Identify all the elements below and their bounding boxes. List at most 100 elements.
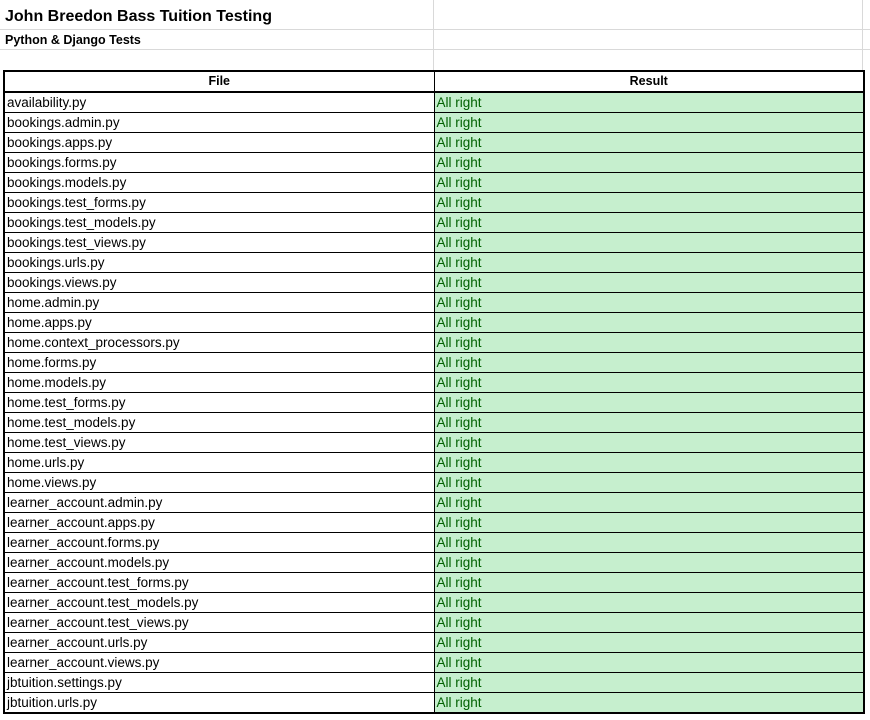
file-column-header[interactable]: File (4, 71, 435, 93)
result-cell[interactable]: All right (434, 92, 864, 113)
file-cell[interactable]: home.urls.py (4, 452, 435, 473)
result-cell[interactable]: All right (434, 192, 864, 213)
result-cell[interactable]: All right (434, 352, 864, 373)
table-row: learner_account.views.py All right (4, 652, 864, 673)
table-row: availability.py All right (4, 92, 864, 113)
file-cell[interactable]: learner_account.apps.py (4, 512, 435, 533)
result-cell[interactable]: All right (434, 612, 864, 633)
file-cell[interactable]: home.admin.py (4, 292, 435, 313)
result-cell[interactable]: All right (434, 252, 864, 273)
gridline (434, 0, 863, 70)
result-cell[interactable]: All right (434, 172, 864, 193)
file-cell[interactable]: jbtuition.urls.py (4, 692, 435, 713)
file-cell[interactable]: learner_account.views.py (4, 652, 435, 673)
sheet-subtitle[interactable]: Python & Django Tests (5, 33, 141, 47)
result-cell[interactable]: All right (434, 412, 864, 433)
file-cell[interactable]: home.test_views.py (4, 432, 435, 453)
gridline (0, 0, 434, 70)
result-cell[interactable]: All right (434, 312, 864, 333)
result-cell[interactable]: All right (434, 292, 864, 313)
result-cell[interactable]: All right (434, 672, 864, 693)
file-cell[interactable]: bookings.models.py (4, 172, 435, 193)
table-row: home.context_processors.py All right (4, 332, 864, 353)
table-row: bookings.test_views.py All right (4, 232, 864, 253)
table-row: home.views.py All right (4, 472, 864, 493)
gridline (0, 30, 870, 50)
file-cell[interactable]: bookings.admin.py (4, 112, 435, 133)
table-row: bookings.test_models.py All right (4, 212, 864, 233)
file-cell[interactable]: home.models.py (4, 372, 435, 393)
table-row: home.admin.py All right (4, 292, 864, 313)
result-cell[interactable]: All right (434, 452, 864, 473)
table-row: learner_account.forms.py All right (4, 532, 864, 553)
result-cell[interactable]: All right (434, 492, 864, 513)
file-cell[interactable]: learner_account.admin.py (4, 492, 435, 513)
table-row: bookings.urls.py All right (4, 252, 864, 273)
result-cell[interactable]: All right (434, 572, 864, 593)
header-row: File Result (4, 71, 864, 93)
file-cell[interactable]: home.forms.py (4, 352, 435, 373)
file-cell[interactable]: bookings.views.py (4, 272, 435, 293)
result-cell[interactable]: All right (434, 692, 864, 713)
file-cell[interactable]: bookings.urls.py (4, 252, 435, 273)
result-column-header[interactable]: Result (434, 71, 864, 93)
result-cell[interactable]: All right (434, 112, 864, 133)
result-cell[interactable]: All right (434, 372, 864, 393)
result-cell[interactable]: All right (434, 392, 864, 413)
file-cell[interactable]: learner_account.test_forms.py (4, 572, 435, 593)
table-row: bookings.forms.py All right (4, 152, 864, 173)
result-cell[interactable]: All right (434, 592, 864, 613)
table-row: home.test_views.py All right (4, 432, 864, 453)
table-row: home.test_models.py All right (4, 412, 864, 433)
file-cell[interactable]: bookings.test_models.py (4, 212, 435, 233)
file-cell[interactable]: availability.py (4, 92, 435, 113)
result-cell[interactable]: All right (434, 532, 864, 553)
file-cell[interactable]: learner_account.test_views.py (4, 612, 435, 633)
file-cell[interactable]: learner_account.test_models.py (4, 592, 435, 613)
file-cell[interactable]: learner_account.forms.py (4, 532, 435, 553)
file-cell[interactable]: learner_account.models.py (4, 552, 435, 573)
result-cell[interactable]: All right (434, 632, 864, 653)
gridline (0, 0, 870, 30)
result-cell[interactable]: All right (434, 472, 864, 493)
file-cell[interactable]: bookings.test_forms.py (4, 192, 435, 213)
file-cell[interactable]: bookings.forms.py (4, 152, 435, 173)
sheet-title[interactable]: John Breedon Bass Tuition Testing (5, 8, 272, 25)
file-cell[interactable]: home.context_processors.py (4, 332, 435, 353)
result-cell[interactable]: All right (434, 272, 864, 293)
result-cell[interactable]: All right (434, 152, 864, 173)
file-cell[interactable]: jbtuition.settings.py (4, 672, 435, 693)
table-row: learner_account.admin.py All right (4, 492, 864, 513)
file-cell[interactable]: home.views.py (4, 472, 435, 493)
table-row: bookings.test_forms.py All right (4, 192, 864, 213)
table-row: learner_account.models.py All right (4, 552, 864, 573)
result-cell[interactable]: All right (434, 232, 864, 253)
table-row: bookings.models.py All right (4, 172, 864, 193)
file-cell[interactable]: home.apps.py (4, 312, 435, 333)
table-row: jbtuition.settings.py All right (4, 672, 864, 693)
table-row: learner_account.apps.py All right (4, 512, 864, 533)
result-cell[interactable]: All right (434, 552, 864, 573)
file-cell[interactable]: home.test_forms.py (4, 392, 435, 413)
table-row: home.urls.py All right (4, 452, 864, 473)
results-table: File Result availability.py All right book… (3, 70, 865, 714)
result-cell[interactable]: All right (434, 132, 864, 153)
table-row: home.models.py All right (4, 372, 864, 393)
result-cell[interactable]: All right (434, 432, 864, 453)
table-row: bookings.views.py All right (4, 272, 864, 293)
table-row: home.forms.py All right (4, 352, 864, 373)
table-row: learner_account.test_forms.py All right (4, 572, 864, 593)
file-cell[interactable]: bookings.apps.py (4, 132, 435, 153)
table-row: home.apps.py All right (4, 312, 864, 333)
table-row: learner_account.urls.py All right (4, 632, 864, 653)
file-cell[interactable]: bookings.test_views.py (4, 232, 435, 253)
table-row: bookings.apps.py All right (4, 132, 864, 153)
result-cell[interactable]: All right (434, 332, 864, 353)
result-cell[interactable]: All right (434, 652, 864, 673)
file-cell[interactable]: learner_account.urls.py (4, 632, 435, 653)
result-cell[interactable]: All right (434, 512, 864, 533)
table-row: bookings.admin.py All right (4, 112, 864, 133)
result-cell[interactable]: All right (434, 212, 864, 233)
file-cell[interactable]: home.test_models.py (4, 412, 435, 433)
